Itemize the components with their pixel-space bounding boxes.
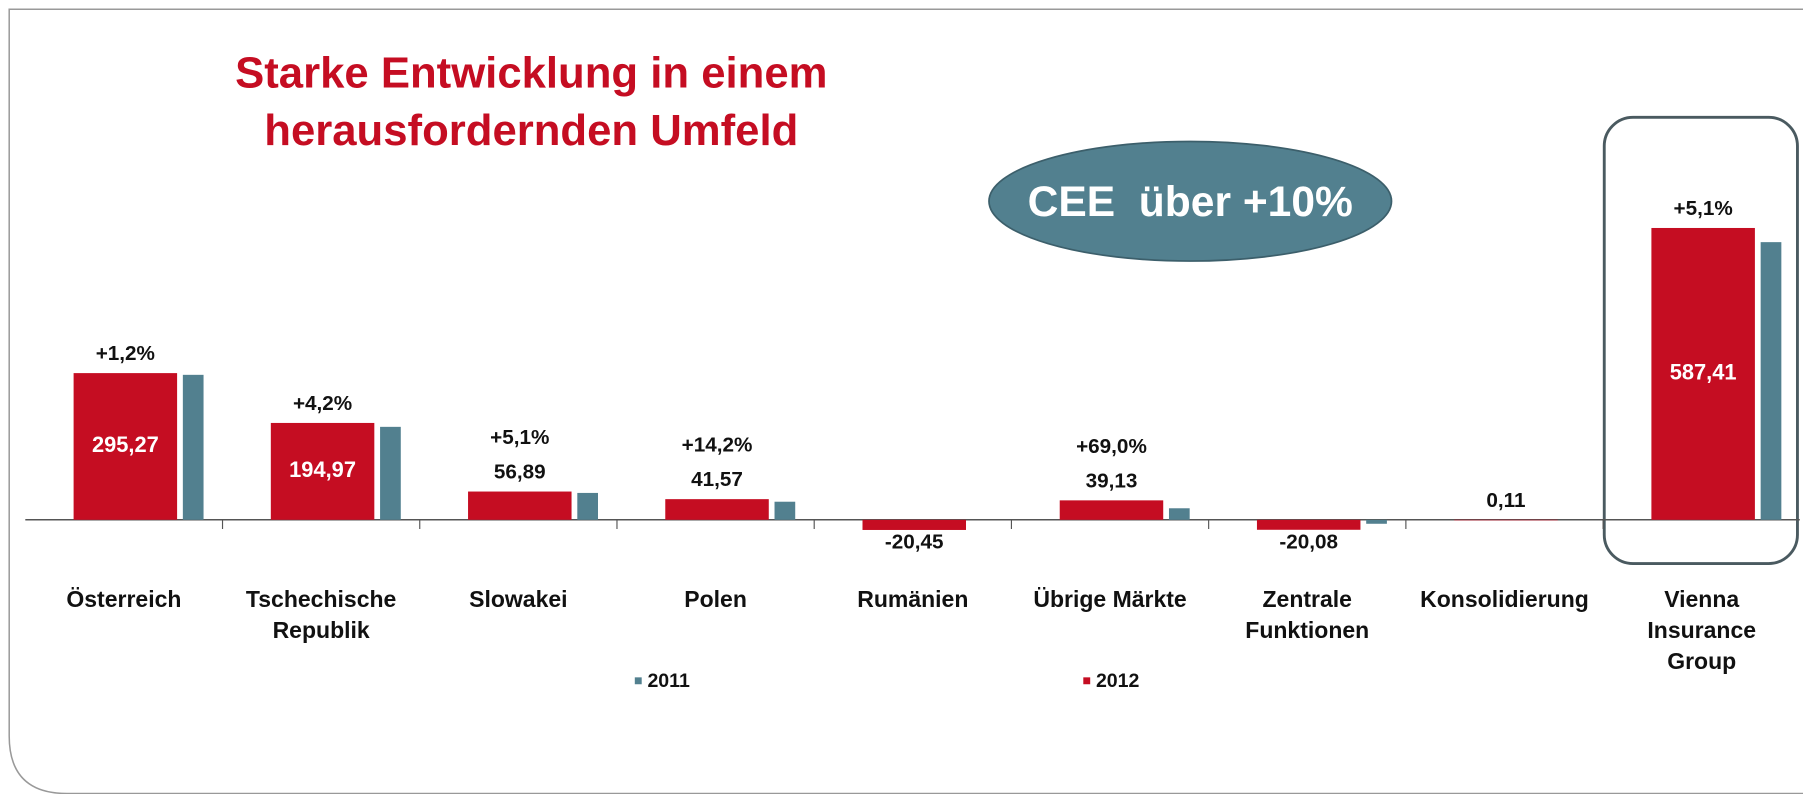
x-tick-label: Österreich bbox=[66, 586, 182, 613]
value-label: 56,89 bbox=[494, 461, 546, 484]
bar bbox=[1168, 508, 1190, 520]
bar bbox=[1256, 519, 1361, 530]
growth-label: +14,2% bbox=[682, 434, 753, 457]
bar bbox=[182, 374, 204, 520]
bar bbox=[468, 491, 572, 520]
bar bbox=[380, 426, 401, 520]
chart-title: Starke Entwicklung in einem bbox=[235, 48, 827, 97]
x-tick-label: Zentrale Funktionen bbox=[1245, 586, 1370, 644]
value-label: -20,45 bbox=[885, 530, 944, 553]
bar bbox=[577, 492, 598, 520]
bar bbox=[1454, 519, 1558, 521]
highlight-box bbox=[1602, 115, 1799, 565]
bar bbox=[270, 422, 375, 520]
growth-label: +4,2% bbox=[293, 392, 352, 415]
bar bbox=[1366, 519, 1387, 524]
x-tick-label: Übrige Märkte bbox=[1033, 586, 1187, 613]
bar bbox=[1059, 500, 1164, 520]
value-label: 295,27 bbox=[92, 432, 159, 457]
bar bbox=[665, 499, 769, 520]
bar bbox=[774, 501, 796, 520]
x-tick-label: Konsolidierung bbox=[1420, 586, 1589, 613]
value-label: 194,97 bbox=[289, 457, 356, 482]
chart-title: herausfordernden Umfeld bbox=[264, 106, 798, 155]
growth-label: +5,1% bbox=[490, 426, 549, 449]
legend-swatch bbox=[634, 677, 642, 685]
bar bbox=[73, 373, 178, 520]
legend-label: 2011 bbox=[647, 670, 690, 692]
bar bbox=[1651, 227, 1755, 520]
growth-label: +5,1% bbox=[1674, 197, 1733, 220]
value-label: 39,13 bbox=[1086, 469, 1138, 492]
value-label: 0,11 bbox=[1486, 489, 1525, 512]
growth-label: +1,2% bbox=[96, 342, 155, 365]
x-tick-label: Polen bbox=[684, 586, 747, 613]
value-label: -20,08 bbox=[1279, 530, 1338, 553]
x-tick-label: Slowakei bbox=[469, 586, 568, 613]
slide-frame bbox=[8, 8, 1803, 794]
growth-label: +69,0% bbox=[1076, 435, 1147, 458]
x-tick-label: Rumänien bbox=[857, 586, 969, 613]
value-label: 587,41 bbox=[1670, 360, 1737, 385]
callout-text: CEE über +10% bbox=[1028, 178, 1353, 226]
x-tick-label: Vienna Insurance Group bbox=[1647, 586, 1757, 675]
bar bbox=[1760, 242, 1782, 520]
legend-label: 2012 bbox=[1096, 670, 1140, 692]
callout bbox=[988, 140, 1393, 262]
bar bbox=[862, 519, 966, 530]
value-label: 41,57 bbox=[691, 468, 743, 491]
legend-swatch bbox=[1083, 677, 1091, 685]
x-tick-label: Tschechische Republik bbox=[245, 586, 397, 644]
